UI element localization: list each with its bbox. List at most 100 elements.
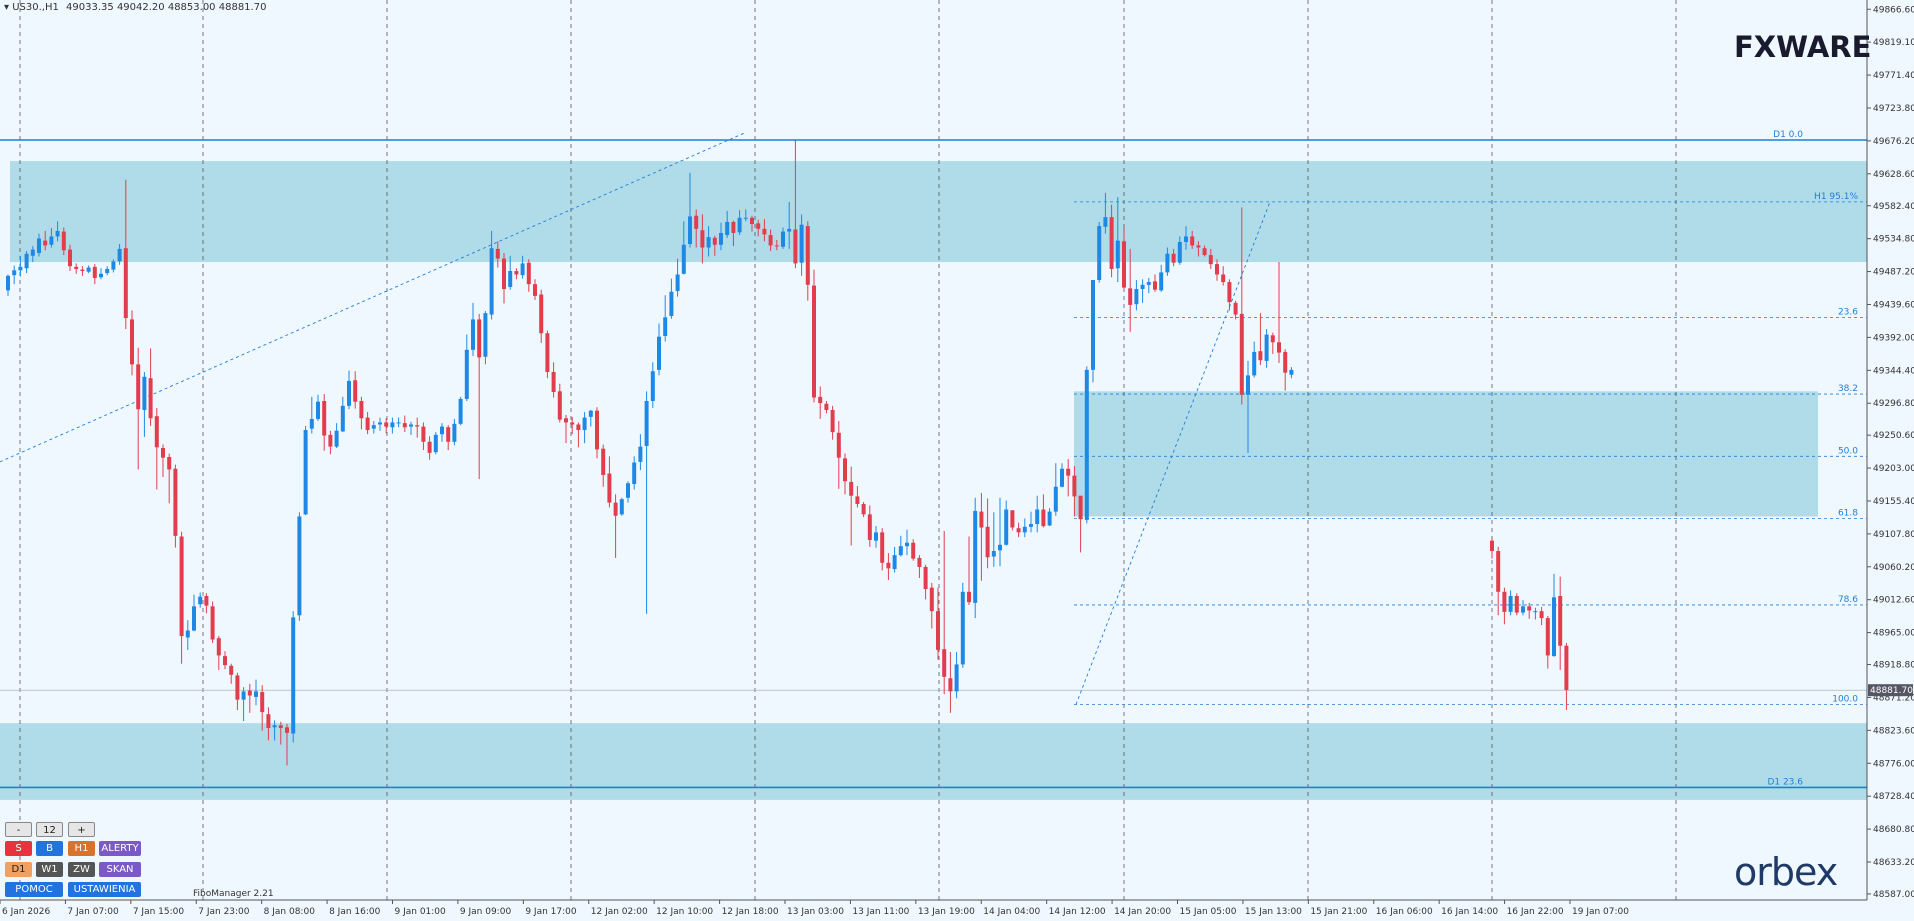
candle-body: [328, 434, 333, 447]
candle-body: [415, 425, 420, 427]
candle-body: [1029, 524, 1033, 527]
time-tick-label-5: 8 Jan 08:00: [264, 907, 316, 917]
candle-123: [768, 229, 773, 251]
candle-25: [161, 444, 165, 478]
candle-body: [502, 258, 506, 289]
symbol-label: US30.,H1: [12, 2, 59, 13]
candle-body: [756, 223, 761, 229]
current-price-box: [1868, 684, 1913, 697]
candle-75: [471, 302, 475, 357]
candle-b7: [1533, 607, 1538, 620]
decrease-button[interactable]: -: [5, 822, 32, 837]
candle-6: [43, 230, 48, 251]
alerty-button[interactable]: ALERTY: [99, 841, 141, 856]
candle-body: [1264, 334, 1269, 361]
candle-129: [805, 221, 810, 301]
h1-button[interactable]: H1: [68, 841, 95, 856]
candle-204: [1270, 332, 1275, 354]
zw-button[interactable]: ZW: [68, 862, 95, 877]
d1-button[interactable]: D1: [5, 862, 32, 877]
candle-body: [477, 319, 482, 358]
candle-40: [254, 679, 258, 706]
price-tick-label-5: 49676.20: [1873, 137, 1914, 147]
candle-body: [353, 380, 358, 402]
candle-body: [1233, 302, 1238, 315]
candle-body: [285, 727, 289, 733]
candle-body: [1533, 611, 1538, 613]
candle-b11: [1558, 576, 1563, 670]
candle-130: [812, 269, 816, 403]
time-tick-label-23: 16 Jan 14:00: [1441, 907, 1498, 917]
candle-body: [371, 425, 376, 429]
candle-body: [514, 271, 519, 275]
time-tick-label-8: 9 Jan 09:00: [460, 907, 512, 917]
candle-127: [793, 140, 798, 269]
candle-77: [483, 311, 488, 365]
time-axis: 6 Jan 2026 7 Jan 07:00 7 Jan 15:00 7 Jan 23…: [0, 899, 1867, 921]
time-tick-label-11: 12 Jan 10:00: [656, 907, 713, 917]
candle-28: [179, 531, 184, 664]
increase-button[interactable]: +: [68, 822, 95, 837]
candle-b1: [1496, 546, 1501, 616]
candle-body: [1215, 264, 1219, 275]
ustawienia-button[interactable]: USTAWIENIA: [68, 882, 141, 897]
candle-193: [1202, 245, 1207, 257]
candle-183: [1140, 279, 1145, 303]
candle-body: [774, 245, 779, 247]
candle-27: [173, 464, 178, 548]
candle-80: [502, 253, 506, 304]
candle-30: [192, 594, 196, 632]
candle-body: [1115, 240, 1120, 269]
candle-164: [1022, 518, 1027, 538]
dropdown-triangle-icon[interactable]: ▾: [4, 2, 10, 13]
current-price-label: 48881.70: [1870, 686, 1913, 696]
w1-button[interactable]: W1: [36, 862, 63, 877]
buy-button[interactable]: B: [36, 841, 63, 856]
price-tick-label-6: 49628.60: [1873, 170, 1914, 180]
candle-body: [266, 714, 271, 729]
candle-132: [824, 400, 829, 414]
price-tick-label-23: 48823.60: [1873, 726, 1914, 736]
candle-190: [1184, 226, 1188, 250]
candle-body: [18, 266, 23, 271]
candle-177: [1103, 192, 1108, 234]
candle-91: [570, 416, 575, 435]
candle-body: [1122, 241, 1126, 288]
candle-21: [136, 347, 141, 470]
candle-body: [1103, 217, 1108, 227]
price-tick-label-16: 49155.40: [1873, 497, 1914, 507]
sell-button[interactable]: S: [5, 841, 32, 856]
time-tick-label-20: 15 Jan 13:00: [1245, 907, 1302, 917]
candle-35: [223, 651, 227, 670]
time-tick-label-9: 9 Jan 17:00: [525, 907, 577, 917]
candle-body: [812, 285, 816, 398]
price-tick-label-19: 49012.60: [1873, 596, 1914, 606]
candle-body: [173, 468, 178, 536]
candle-167: [1041, 494, 1046, 528]
value-field[interactable]: 12: [36, 822, 63, 837]
candle-104: [650, 362, 655, 408]
candle-92: [576, 422, 581, 448]
candle-body: [148, 378, 153, 419]
candle-118: [737, 210, 742, 236]
candle-body: [471, 319, 475, 350]
price-levels: D1 0.0 D1 23.6 H1 95.1% 23.6 38.2 50.0 61.8 78.…: [0, 130, 1867, 789]
candle-184: [1146, 277, 1151, 294]
candle-135: [843, 453, 847, 495]
skan-button[interactable]: SKAN: [99, 862, 141, 877]
ohlc-values: 49033.35 49042.20 48853.00 48881.70: [66, 2, 267, 13]
candle-body: [1084, 369, 1089, 520]
pomoc-button[interactable]: POMOC: [5, 882, 63, 897]
candle-31: [198, 592, 203, 608]
candle-body: [743, 217, 748, 219]
candle-88: [551, 362, 556, 398]
candle-body: [793, 229, 798, 264]
candle-163: [1016, 522, 1021, 538]
candle-body: [1146, 282, 1151, 285]
candle-body: [117, 248, 122, 262]
candle-body: [644, 400, 649, 446]
price-tick-label-13: 49296.80: [1873, 399, 1914, 409]
candle-body: [161, 448, 165, 458]
candle-10: [68, 244, 72, 272]
